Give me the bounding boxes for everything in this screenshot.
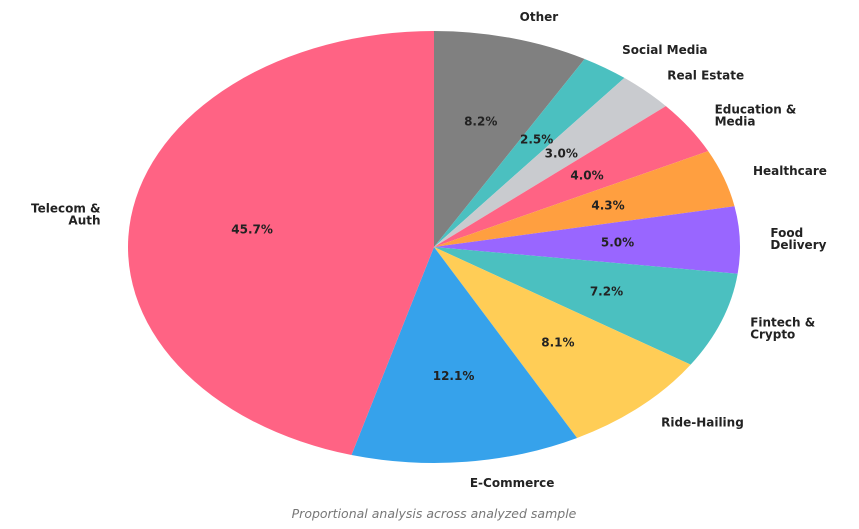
- chart-caption: Proportional analysis across analyzed sa…: [292, 506, 577, 521]
- pie-slice: [434, 206, 740, 274]
- pie-slice: [434, 247, 691, 438]
- percent-label: 4.3%: [591, 199, 624, 213]
- percent-labels: 8.2% 2.5%3.0% 4.0% 4.3% 5.0% 7.2% 8.1% 12.1% 45.…: [231, 115, 634, 383]
- category-label: Real Estate: [667, 69, 744, 83]
- category-label: Ride-Hailing: [661, 415, 744, 429]
- percent-label: 8.1%: [541, 336, 574, 350]
- category-label: Education & Media: [715, 103, 797, 129]
- pie-slice: [434, 31, 585, 247]
- category-label: Telecom & Auth: [31, 202, 101, 228]
- percent-label: 5.0%: [601, 236, 634, 250]
- category-label: Healthcare: [753, 164, 827, 178]
- pie-slice: [434, 151, 735, 247]
- category-label: Social Media: [622, 43, 707, 57]
- pie-slices: [128, 31, 740, 464]
- category-label: Food Delivery: [770, 226, 826, 252]
- pie-slice: [434, 106, 709, 247]
- pie-slice: [351, 247, 578, 464]
- percent-label: 12.1%: [433, 369, 475, 383]
- pie-slice: [128, 31, 434, 455]
- pie-slice: [434, 247, 738, 365]
- percent-label: 4.0%: [570, 168, 603, 182]
- percent-label: 45.7%: [231, 222, 273, 236]
- percent-label: 7.2%: [590, 284, 623, 298]
- percent-label: 8.2%: [464, 115, 497, 129]
- category-labels: Other Social Media Real Estate Education & M…: [31, 10, 827, 490]
- category-label: E-Commerce: [470, 476, 555, 490]
- percent-label: 2.5%: [520, 133, 553, 147]
- pie-slice: [434, 77, 666, 248]
- pie-slice: [434, 58, 625, 248]
- category-label: Other: [520, 10, 559, 24]
- category-label: Fintech & Crypto: [750, 315, 815, 341]
- percent-label: 3.0%: [545, 147, 578, 161]
